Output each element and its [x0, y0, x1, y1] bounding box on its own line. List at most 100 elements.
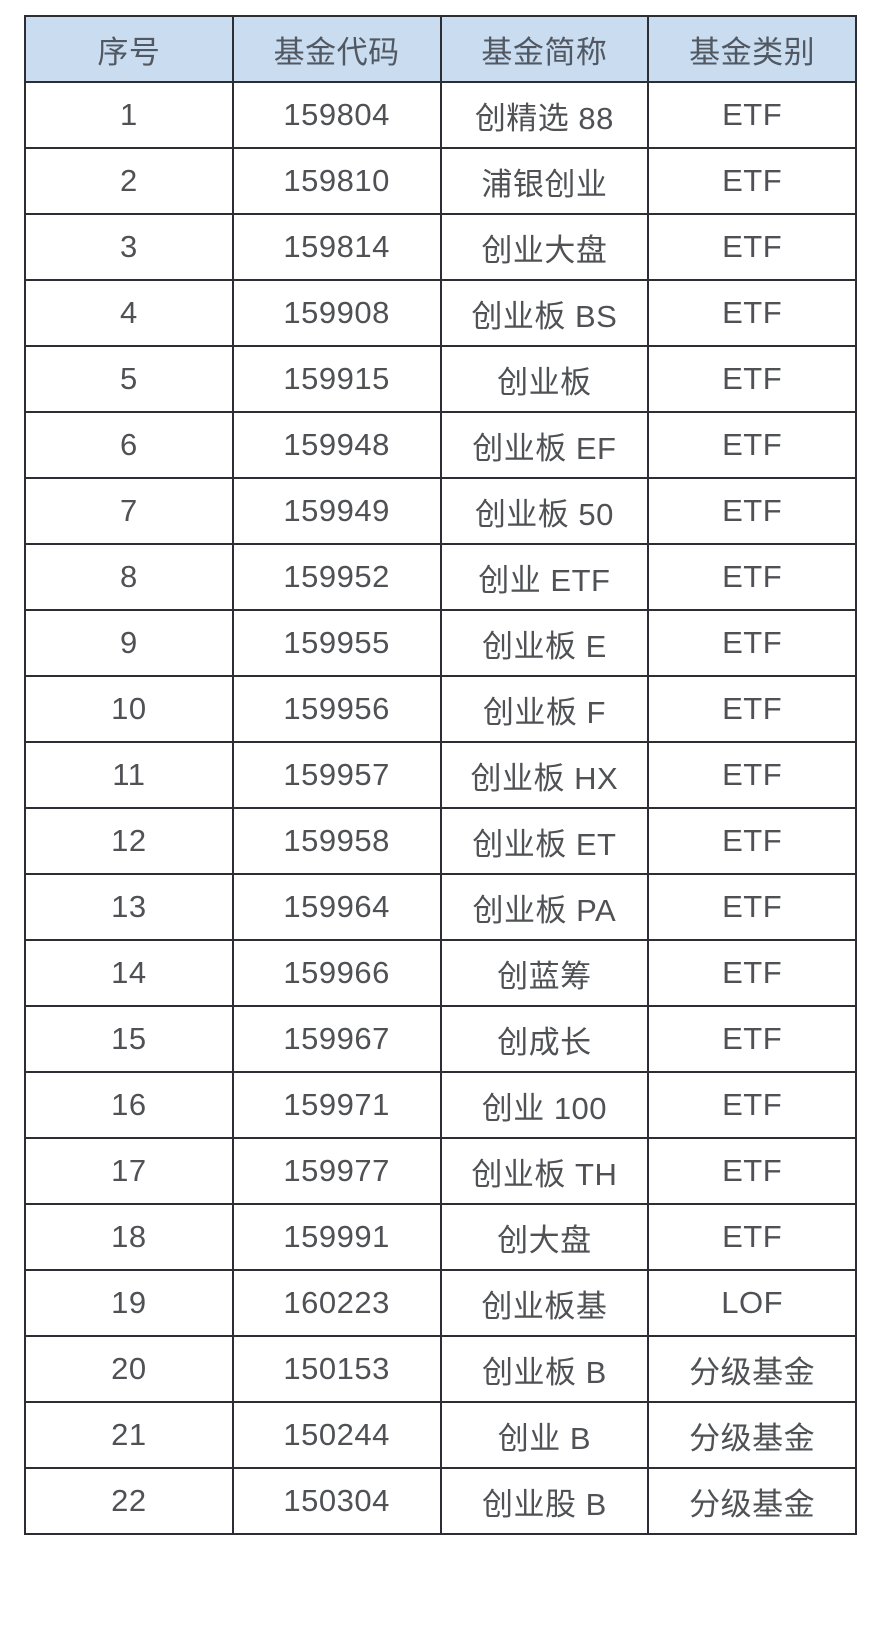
- table-row: 21 150244 创业 B 分级基金: [24, 1401, 857, 1469]
- cell-fund-code: 159810: [231, 147, 442, 215]
- cell-fund-short-name: 创蓝筹: [439, 939, 650, 1007]
- table-row: 20 150153 创业板 B 分级基金: [24, 1335, 857, 1403]
- cell-fund-code: 159915: [231, 345, 442, 413]
- cell-fund-short-name: 创业板 HX: [439, 741, 650, 809]
- cell-fund-code: 160223: [231, 1269, 442, 1337]
- cell-fund-category: ETF: [647, 1203, 857, 1271]
- cell-serial-number: 18: [24, 1203, 234, 1271]
- table-row: 19 160223 创业板基 LOF: [24, 1269, 857, 1337]
- cell-fund-category: 分级基金: [647, 1401, 857, 1469]
- cell-fund-code: 159958: [231, 807, 442, 875]
- cell-fund-category: ETF: [647, 345, 857, 413]
- cell-fund-category: ETF: [647, 1137, 857, 1205]
- cell-fund-code: 159991: [231, 1203, 442, 1271]
- cell-fund-category: ETF: [647, 939, 857, 1007]
- cell-fund-code: 150304: [231, 1467, 442, 1535]
- cell-fund-code: 159814: [231, 213, 442, 281]
- table-row: 17 159977 创业板 TH ETF: [24, 1137, 857, 1205]
- cell-serial-number: 2: [24, 147, 234, 215]
- cell-fund-short-name: 创业板: [439, 345, 650, 413]
- cell-fund-short-name: 创业板 B: [439, 1335, 650, 1403]
- header-fund-code: 基金代码: [231, 15, 442, 83]
- cell-fund-short-name: 创业板 TH: [439, 1137, 650, 1205]
- table-row: 18 159991 创大盘 ETF: [24, 1203, 857, 1271]
- table-row: 12 159958 创业板 ET ETF: [24, 807, 857, 875]
- cell-serial-number: 16: [24, 1071, 234, 1139]
- cell-fund-short-name: 创业板 E: [439, 609, 650, 677]
- cell-fund-code: 159964: [231, 873, 442, 941]
- cell-fund-code: 150153: [231, 1335, 442, 1403]
- cell-serial-number: 20: [24, 1335, 234, 1403]
- cell-fund-category: ETF: [647, 147, 857, 215]
- cell-fund-category: ETF: [647, 741, 857, 809]
- table-row: 6 159948 创业板 EF ETF: [24, 411, 857, 479]
- cell-serial-number: 10: [24, 675, 234, 743]
- cell-fund-short-name: 创业 100: [439, 1071, 650, 1139]
- table-row: 10 159956 创业板 F ETF: [24, 675, 857, 743]
- cell-serial-number: 8: [24, 543, 234, 611]
- header-row: 序号 基金代码 基金简称 基金类别: [24, 15, 857, 83]
- cell-fund-category: ETF: [647, 81, 857, 149]
- table-header: 序号 基金代码 基金简称 基金类别: [24, 15, 857, 83]
- cell-fund-short-name: 创业大盘: [439, 213, 650, 281]
- cell-fund-code: 159971: [231, 1071, 442, 1139]
- cell-fund-short-name: 创业板 PA: [439, 873, 650, 941]
- cell-fund-code: 150244: [231, 1401, 442, 1469]
- cell-fund-short-name: 创业板 F: [439, 675, 650, 743]
- table-row: 11 159957 创业板 HX ETF: [24, 741, 857, 809]
- table-row: 15 159967 创成长 ETF: [24, 1005, 857, 1073]
- cell-fund-category: ETF: [647, 411, 857, 479]
- table-row: 9 159955 创业板 E ETF: [24, 609, 857, 677]
- cell-fund-short-name: 创业板基: [439, 1269, 650, 1337]
- cell-fund-code: 159952: [231, 543, 442, 611]
- cell-fund-category: ETF: [647, 675, 857, 743]
- cell-fund-category: 分级基金: [647, 1335, 857, 1403]
- cell-fund-code: 159977: [231, 1137, 442, 1205]
- cell-fund-code: 159948: [231, 411, 442, 479]
- cell-serial-number: 13: [24, 873, 234, 941]
- cell-fund-code: 159955: [231, 609, 442, 677]
- table-row: 1 159804 创精选 88 ETF: [24, 81, 857, 149]
- cell-fund-category: ETF: [647, 543, 857, 611]
- cell-fund-short-name: 创业股 B: [439, 1467, 650, 1535]
- cell-fund-code: 159967: [231, 1005, 442, 1073]
- cell-fund-short-name: 创大盘: [439, 1203, 650, 1271]
- table-row: 13 159964 创业板 PA ETF: [24, 873, 857, 941]
- cell-fund-short-name: 创业板 ET: [439, 807, 650, 875]
- cell-fund-category: ETF: [647, 1071, 857, 1139]
- cell-fund-short-name: 创业板 BS: [439, 279, 650, 347]
- cell-fund-short-name: 浦银创业: [439, 147, 650, 215]
- cell-fund-short-name: 创业 ETF: [439, 543, 650, 611]
- cell-fund-category: LOF: [647, 1269, 857, 1337]
- cell-fund-code: 159957: [231, 741, 442, 809]
- cell-serial-number: 1: [24, 81, 234, 149]
- table-row: 5 159915 创业板 ETF: [24, 345, 857, 413]
- cell-serial-number: 5: [24, 345, 234, 413]
- cell-fund-category: 分级基金: [647, 1467, 857, 1535]
- cell-serial-number: 7: [24, 477, 234, 545]
- cell-serial-number: 21: [24, 1401, 234, 1469]
- cell-fund-short-name: 创业板 50: [439, 477, 650, 545]
- cell-fund-short-name: 创精选 88: [439, 81, 650, 149]
- table-row: 4 159908 创业板 BS ETF: [24, 279, 857, 347]
- cell-serial-number: 6: [24, 411, 234, 479]
- cell-serial-number: 22: [24, 1467, 234, 1535]
- cell-fund-code: 159966: [231, 939, 442, 1007]
- cell-fund-code: 159956: [231, 675, 442, 743]
- table-row: 3 159814 创业大盘 ETF: [24, 213, 857, 281]
- cell-serial-number: 11: [24, 741, 234, 809]
- cell-fund-short-name: 创业 B: [439, 1401, 650, 1469]
- cell-fund-category: ETF: [647, 873, 857, 941]
- cell-serial-number: 4: [24, 279, 234, 347]
- header-fund-category: 基金类别: [647, 15, 857, 83]
- cell-fund-code: 159804: [231, 81, 442, 149]
- table-row: 14 159966 创蓝筹 ETF: [24, 939, 857, 1007]
- cell-serial-number: 19: [24, 1269, 234, 1337]
- cell-fund-category: ETF: [647, 477, 857, 545]
- table-row: 22 150304 创业股 B 分级基金: [24, 1467, 857, 1535]
- cell-serial-number: 9: [24, 609, 234, 677]
- fund-table-container: 序号 基金代码 基金简称 基金类别 1 159804 创精选 88 ETF 2 15981…: [24, 15, 857, 1535]
- cell-serial-number: 17: [24, 1137, 234, 1205]
- cell-fund-category: ETF: [647, 609, 857, 677]
- table-row: 8 159952 创业 ETF ETF: [24, 543, 857, 611]
